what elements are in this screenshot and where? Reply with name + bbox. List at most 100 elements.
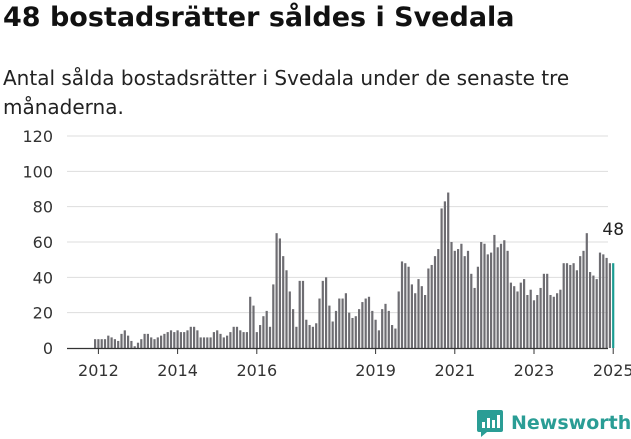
bar — [331, 321, 334, 348]
bar — [371, 310, 374, 348]
bar — [447, 192, 450, 348]
bar — [186, 330, 189, 348]
bar — [120, 333, 123, 348]
bar — [579, 256, 582, 348]
bar — [483, 243, 486, 348]
bar — [212, 332, 215, 348]
bar — [252, 305, 255, 348]
bar — [311, 326, 314, 348]
bar — [285, 270, 288, 348]
bar — [427, 268, 430, 348]
newsworthy-logo-icon — [477, 410, 503, 437]
bar — [536, 295, 539, 348]
bar — [351, 317, 354, 348]
x-tick-label: 2016 — [236, 361, 277, 380]
bar — [476, 266, 479, 348]
bar — [103, 339, 107, 348]
bar — [358, 309, 361, 348]
bar — [503, 240, 506, 348]
y-tick-label: 60 — [33, 233, 53, 252]
y-axis-ticks: 0 20 40 60 80 100 120 — [22, 127, 53, 358]
latest-value-label: 48 — [602, 220, 624, 240]
bar — [387, 310, 390, 348]
bar — [288, 291, 291, 348]
bar — [222, 337, 225, 348]
bar — [97, 339, 100, 348]
bar — [169, 330, 173, 348]
chart-subtitle: Antal sålda bostadsrätter i Svedala unde… — [3, 66, 570, 119]
bar — [176, 330, 179, 348]
bar — [361, 302, 364, 348]
x-tick-label: 2025 — [593, 361, 631, 380]
bar — [282, 256, 285, 348]
bar — [556, 293, 559, 348]
bar — [457, 249, 460, 348]
bar — [529, 289, 532, 348]
bar — [328, 305, 331, 348]
bar — [496, 247, 499, 348]
bar — [523, 279, 526, 348]
x-tick-label: 2023 — [514, 361, 555, 380]
bar — [589, 272, 592, 348]
bar — [117, 340, 120, 348]
bar — [265, 310, 268, 348]
bar — [341, 298, 344, 348]
bar — [490, 252, 493, 348]
bar — [153, 339, 156, 348]
bar — [513, 286, 516, 348]
bar — [275, 233, 278, 348]
bar — [381, 309, 384, 348]
bar — [499, 243, 503, 348]
bar — [338, 298, 341, 348]
bar — [453, 250, 456, 348]
bar — [325, 277, 328, 348]
grid-lines — [67, 135, 608, 314]
bar — [367, 296, 371, 348]
y-tick-label: 120 — [22, 127, 53, 146]
bar — [493, 234, 496, 348]
bar — [404, 263, 407, 348]
bar — [348, 312, 351, 348]
bar — [321, 280, 324, 348]
bar — [206, 337, 209, 348]
bar — [433, 256, 437, 348]
bar — [298, 280, 301, 348]
bar — [509, 282, 512, 348]
bar — [608, 263, 611, 348]
bar — [193, 326, 196, 348]
bar — [189, 326, 192, 348]
bar — [397, 291, 400, 348]
newsworthy-logo: Newsworthy — [475, 408, 631, 438]
bar — [565, 263, 569, 348]
bar — [374, 319, 377, 348]
bar — [466, 250, 470, 348]
bar — [209, 337, 212, 348]
bar — [430, 264, 433, 348]
bar — [146, 333, 149, 348]
bar — [605, 257, 608, 348]
bar — [417, 279, 420, 348]
bar — [519, 282, 522, 348]
bar — [410, 284, 413, 348]
bar — [344, 293, 347, 348]
bar — [377, 330, 380, 348]
bar — [506, 250, 509, 348]
bar — [420, 286, 423, 348]
chart-title: 48 bostadsrätter såldes i Svedala — [3, 2, 515, 33]
bar — [305, 319, 308, 348]
bar — [245, 332, 248, 348]
bar — [179, 332, 182, 348]
bar — [229, 332, 232, 348]
bar — [318, 298, 321, 348]
x-tick-label: 2021 — [434, 361, 475, 380]
bar — [278, 238, 281, 348]
bar — [292, 309, 295, 348]
bar — [592, 275, 595, 348]
bar — [526, 295, 529, 348]
bar — [315, 323, 318, 348]
x-tick-label: 2012 — [78, 361, 119, 380]
bar — [532, 300, 536, 348]
bar — [470, 273, 473, 348]
bar — [354, 316, 357, 348]
